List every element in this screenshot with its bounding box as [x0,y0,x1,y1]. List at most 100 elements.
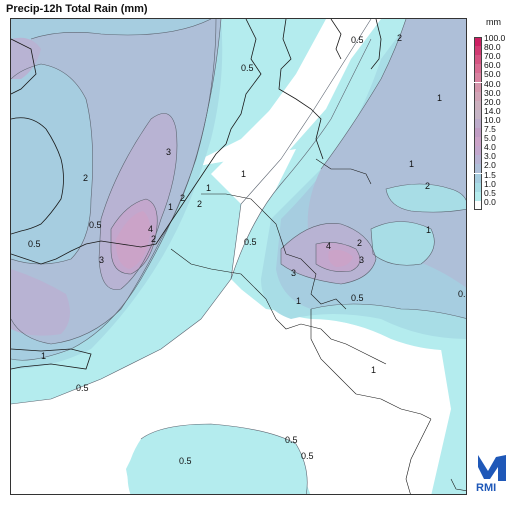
legend-level: 50.0 [474,69,514,83]
legend-level: 20.0 [474,97,514,110]
legend-swatch [474,46,482,56]
legend-swatch [474,182,482,192]
contour-label: 3 [291,268,296,278]
legend-label: 3.0 [484,151,496,162]
legend-level: 1.0 [474,179,514,192]
contour-label: 0.5 [351,293,364,303]
contour-label: 4 [148,224,153,234]
legend-swatch [474,155,482,165]
legend-level: 100.0 [474,33,514,46]
legend-label: 100.0 [484,33,506,43]
legend-label: 30.0 [484,87,501,98]
contour-label: 0.5 [179,456,192,466]
legend-label: 14.0 [484,105,501,116]
legend-level: 7.5 [474,124,514,137]
field-5-west [115,211,151,269]
legend-swatch [474,73,482,83]
contour-label: 2 [83,173,88,183]
legend-level: 40.0 [474,79,514,92]
contour-label: 4 [326,241,331,251]
contour-label: 3 [166,147,171,157]
contour-label: 2 [425,181,430,191]
field-5-east [328,249,353,267]
contour-lines [11,19,466,494]
legend-label: 2.0 [484,160,496,171]
legend-label: 1.5 [484,169,496,180]
rmi-logo: RMI [474,453,510,499]
legend-label: 20.0 [484,96,501,107]
field-3-northwest [11,37,41,79]
field-below-0-5-north [211,19,381,204]
legend-level: 4.0 [474,142,514,156]
contour-label: 2 [180,193,185,203]
contour-label: 0.5 [76,383,89,393]
contour-label: 1 [437,93,442,103]
coastlines [11,19,382,370]
legend-swatch [474,128,482,137]
legend-level: 14.0 [474,106,514,119]
precipitation-map: 0.5 2 0.5 1 2 3 4 3 2 1 0.5 3 1 0.5 0.5 … [10,18,467,495]
legend-label: 60.0 [484,60,501,71]
legend-swatch [474,55,482,65]
legend-label: 0.0 [484,196,496,207]
field-south-blob [127,424,308,494]
contour-label: 2 [397,33,402,43]
field-1-5-east-pocket [386,184,466,213]
legend-level: 2.0 [474,160,514,174]
contour-labels: 0.5 2 0.5 1 2 3 4 3 2 1 0.5 3 1 0.5 0.5 … [28,33,467,466]
legend-swatch [474,82,482,92]
contour-label: 1 [426,225,431,235]
contour-label: 0.5 [351,35,364,45]
contour-label: 0.5 [458,289,467,299]
legend-swatch [474,91,482,101]
contour-label: 3 [99,255,104,265]
field-3-southwest [11,269,70,336]
legend-unit: mm [486,17,501,27]
legend-label: 7.5 [484,124,496,134]
legend-level: 1.5 [474,170,514,183]
legend-label: 5.0 [484,133,496,144]
contour-label: 1 [206,183,211,193]
legend-swatch [474,191,482,201]
field-below-0-5 [11,19,451,494]
legend-label: 50.0 [484,69,501,80]
contour-label: 2 [357,238,362,248]
legend-swatch [474,64,482,74]
contour-label: 0.5 [28,239,41,249]
legend-level: 0.0 [474,197,514,210]
legend-swatch [474,109,482,119]
contour-label: 2 [151,234,156,244]
legend-label: 4.0 [484,142,496,153]
contour-label: 0.5 [241,63,254,73]
rmi-logo-icon [478,455,506,481]
rmi-logo-text: RMI [476,482,497,494]
contour-label: 0.5 [244,237,257,247]
contour-label: 1 [41,351,46,361]
legend-label: 0.5 [484,187,496,198]
contour-label: 0.5 [89,220,102,230]
contour-label: 0.5 [285,435,298,445]
legend-level: 3.0 [474,151,514,165]
map-canvas: 0.5 2 0.5 1 2 3 4 3 2 1 0.5 3 1 0.5 0.5 … [11,19,467,494]
legend-label: 1.0 [484,178,496,189]
legend-level: 80.0 [474,42,514,56]
legend-swatch [474,164,482,174]
field-2-east [307,19,466,288]
legend-level: 5.0 [474,133,514,147]
legend-label: 70.0 [484,51,501,62]
legend-swatch [474,118,482,128]
legend-swatch [474,200,482,210]
legend-swatch [474,146,482,156]
contour-label: 1 [168,202,173,212]
legend-level: 30.0 [474,88,514,101]
legend-label: 10.0 [484,114,501,125]
legend-level: 60.0 [474,60,514,74]
legend-swatch [474,37,482,46]
contour-label: 1 [296,296,301,306]
contour-label: 1 [241,169,246,179]
color-legend: 100.0 80.0 70.0 60.0 50.0 40.0 30.0 20.0 14.0 10.… [474,33,514,221]
contour-label: 2 [197,199,202,209]
legend-level: 0.5 [474,188,514,201]
contour-label: 3 [359,255,364,265]
field-1-5-east-pocket2 [371,221,435,266]
